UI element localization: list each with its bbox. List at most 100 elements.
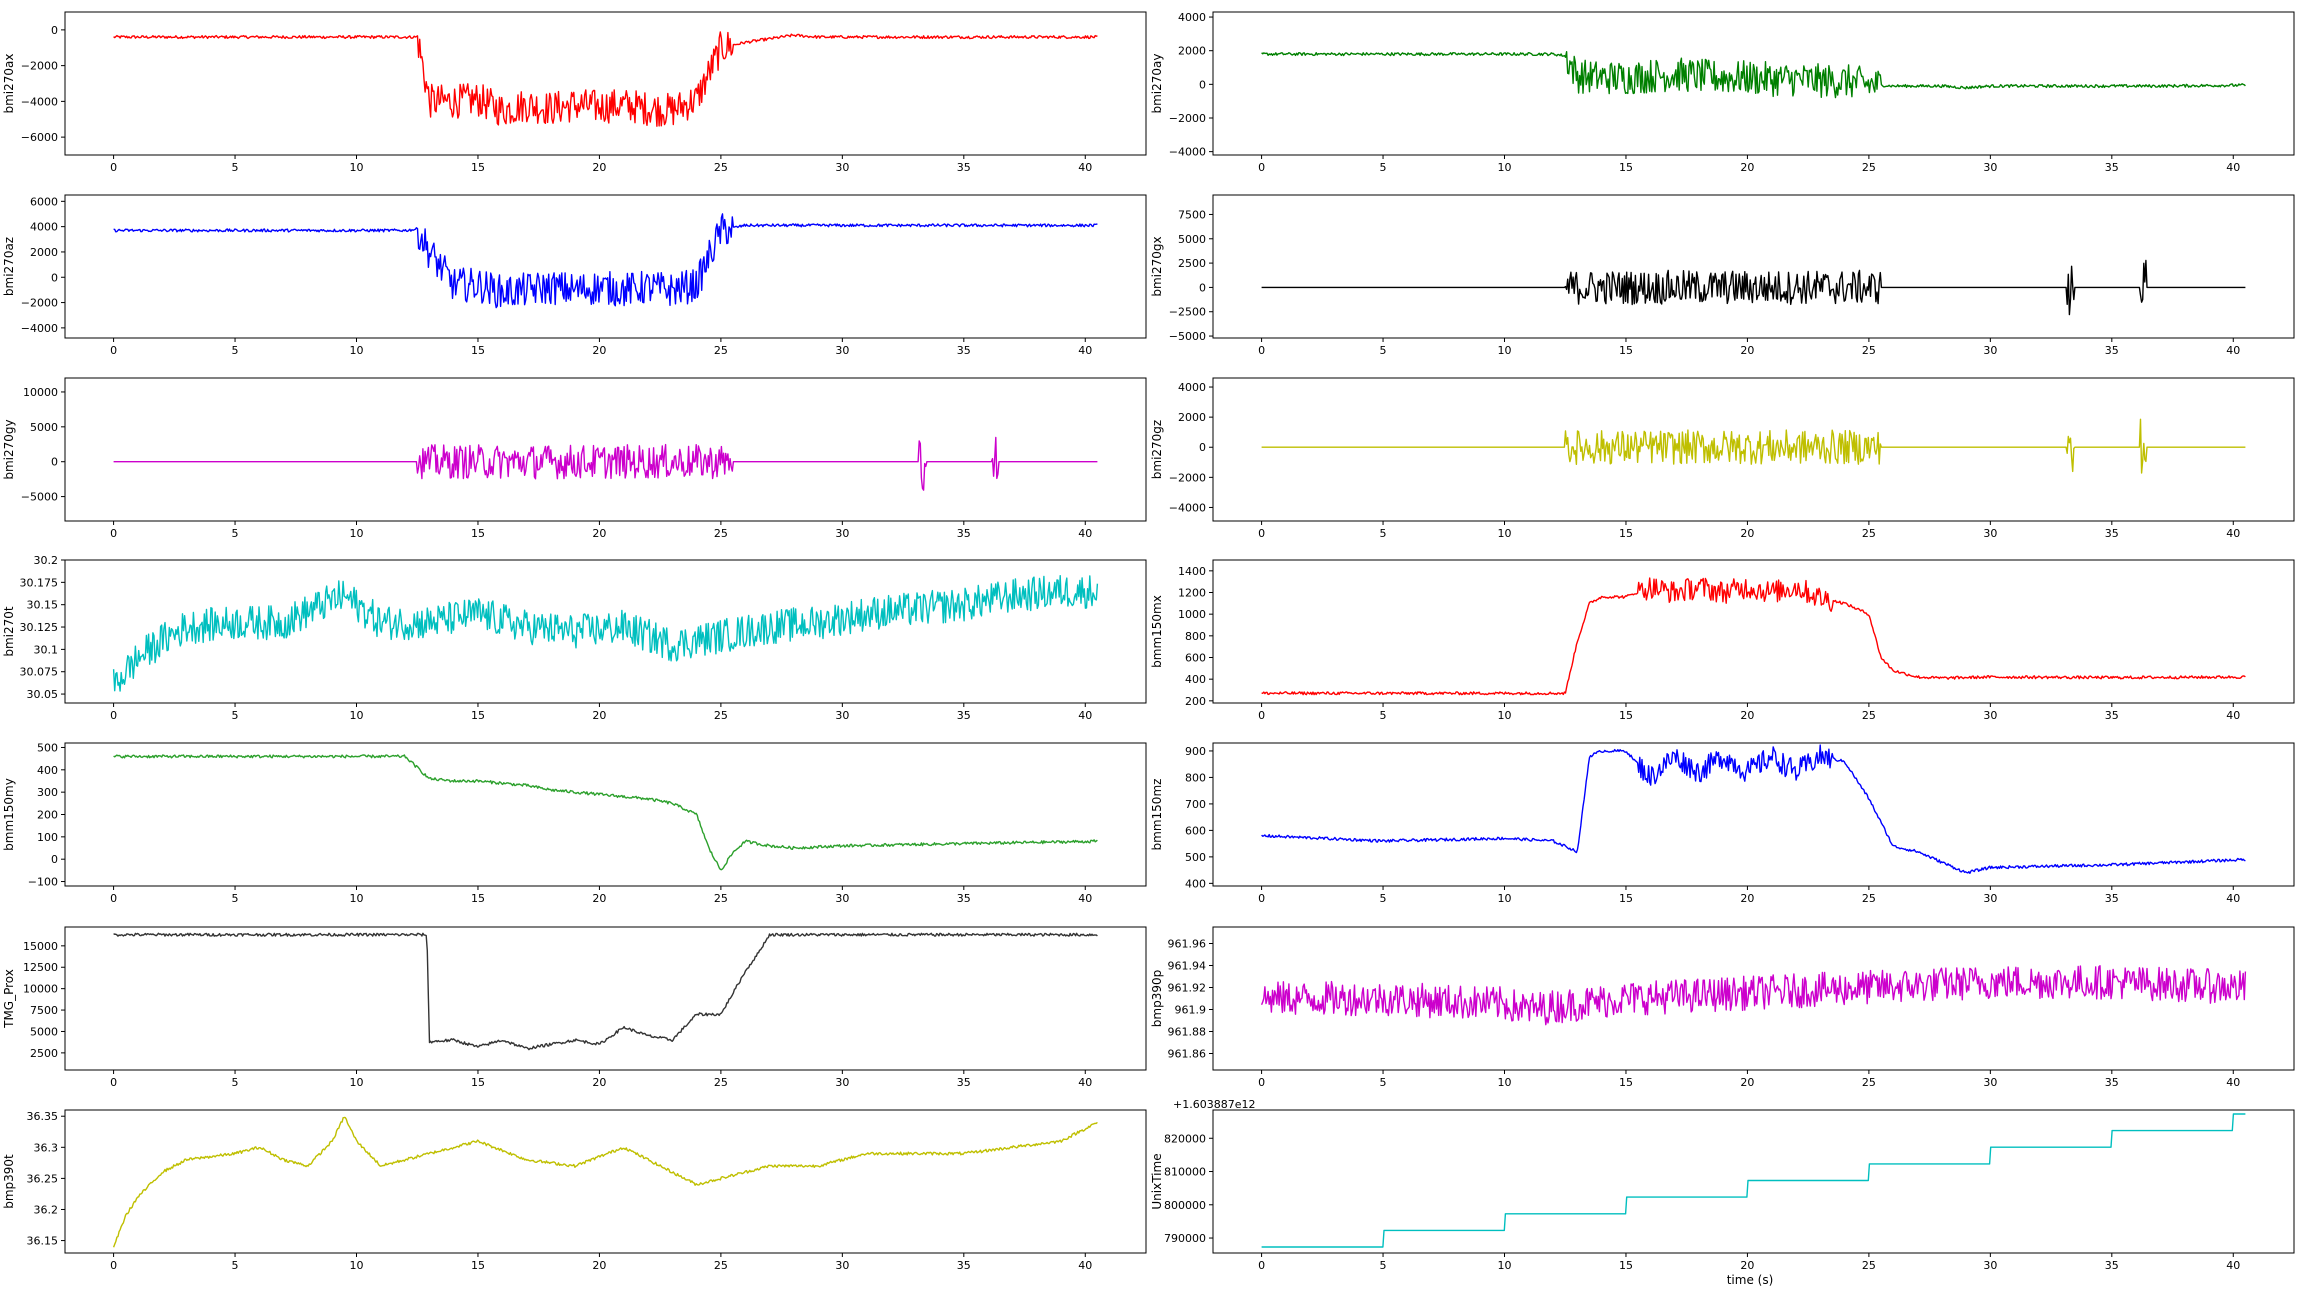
x-tick-label: 20 — [592, 344, 606, 357]
subplot-bmi270gx: 0 5 10 15 20 25 30 35 40 −5000 −2500 0 2500 5000 7500 b… — [1150, 194, 2295, 357]
y-tick-label: −4000 — [21, 95, 58, 108]
x-tick-label: 5 — [232, 344, 239, 357]
y-tick-label: 200 — [1185, 695, 1206, 708]
x-tick-label: 25 — [714, 1076, 728, 1089]
subplot-bmp390t: 0 5 10 15 20 25 30 35 40 36.15 36.2 36.25 36.3 36.35 b… — [2, 1109, 1147, 1272]
x-tick-label: 15 — [1619, 1259, 1633, 1272]
x-tick-label: 15 — [1619, 1076, 1633, 1089]
x-tick-label: 30 — [835, 709, 849, 722]
x-tick-label: 15 — [1619, 709, 1633, 722]
y-tick-label: 0 — [1199, 78, 1206, 91]
y-tick-label: 600 — [1185, 652, 1206, 665]
y-tick-label: 300 — [37, 786, 58, 799]
x-tick-label: 5 — [232, 1076, 239, 1089]
y-tick-label: 0 — [1199, 281, 1206, 294]
y-tick-label: 400 — [1185, 673, 1206, 686]
x-tick-label: 25 — [714, 161, 728, 174]
x-tick-label: 20 — [592, 161, 606, 174]
series-line-bmi270ax — [113, 31, 1098, 127]
subplot-bmi270gy: 0 5 10 15 20 25 30 35 40 −5000 0 5000 10000 bmi270gy — [2, 377, 1147, 540]
x-tick-label: 0 — [1258, 1076, 1265, 1089]
y-tick-label: −4000 — [21, 322, 58, 335]
x-tick-label: 10 — [1498, 161, 1512, 174]
x-tick-label: 40 — [1078, 344, 1092, 357]
y-tick-label: −4000 — [1169, 501, 1206, 514]
y-tick-label: 12500 — [23, 961, 58, 974]
y-tick-label: 400 — [1185, 877, 1206, 890]
x-tick-label: 10 — [350, 1076, 364, 1089]
x-tick-label: 10 — [350, 709, 364, 722]
x-tick-label: 5 — [232, 161, 239, 174]
y-tick-label: 2000 — [1178, 45, 1206, 58]
y-tick-label: 6000 — [30, 195, 58, 208]
subplot-bmi270az: 0 5 10 15 20 25 30 35 40 −4000 −2000 0 2000 4000 6000 b… — [2, 194, 1147, 357]
series-line-bmi270t — [112, 575, 1099, 692]
x-tick-label: 35 — [957, 709, 971, 722]
y-tick-label: 36.2 — [34, 1203, 59, 1216]
y-tick-label: 5000 — [1178, 233, 1206, 246]
x-tick-label: 30 — [835, 527, 849, 540]
x-tick-label: 0 — [110, 892, 117, 905]
y-tick-label: 30.15 — [27, 599, 59, 612]
x-tick-label: 0 — [1258, 344, 1265, 357]
x-tick-label: 25 — [714, 892, 728, 905]
x-tick-label: 25 — [714, 709, 728, 722]
y-tick-label: 36.15 — [27, 1235, 59, 1248]
y-tick-label: 30.2 — [34, 554, 59, 567]
x-tick-label: 15 — [471, 1076, 485, 1089]
x-tick-label: 10 — [1498, 709, 1512, 722]
x-tick-label: 25 — [1862, 1076, 1876, 1089]
subplot-bmm150mz: 0 5 10 15 20 25 30 35 40 400 500 600 700 800 900 bmm150… — [1150, 742, 2295, 905]
plot-frame — [64, 11, 1147, 156]
plot-frame — [64, 377, 1147, 522]
x-tick-label: 10 — [350, 892, 364, 905]
x-tick-label: 30 — [1983, 161, 1997, 174]
x-tick-label: 0 — [1258, 892, 1265, 905]
x-tick-label: 25 — [1862, 1259, 1876, 1272]
subplot-TMG_Prox: 0 5 10 15 20 25 30 35 40 2500 5000 7500 10000 12500 15… — [2, 926, 1147, 1089]
y-axis-label: bmi270gx — [1150, 236, 1164, 296]
x-tick-label: 35 — [2105, 892, 2119, 905]
y-tick-label: 4000 — [1178, 11, 1206, 24]
y-tick-label: 800 — [1185, 771, 1206, 784]
x-tick-label: 20 — [1740, 709, 1754, 722]
subplot-bmm150mx: 0 5 10 15 20 25 30 35 40 200 400 600 800 1000 1200 1400… — [1150, 559, 2295, 722]
y-axis-label: bmp390p — [1150, 970, 1164, 1027]
x-tick-label: 25 — [714, 344, 728, 357]
x-tick-label: 15 — [1619, 892, 1633, 905]
x-tick-label: 5 — [1380, 709, 1387, 722]
series-line-bmm150mz — [1261, 744, 2246, 874]
y-axis-label: bmi270gz — [1150, 420, 1164, 479]
x-tick-label: 25 — [1862, 527, 1876, 540]
y-axis-offset-label: +1.603887e12 — [1173, 1098, 1255, 1111]
y-axis-label: bmi270ay — [1150, 54, 1164, 114]
x-tick-label: 15 — [471, 161, 485, 174]
y-tick-label: 961.94 — [1168, 960, 1207, 973]
series-line-bmi270ay — [1261, 51, 2246, 99]
y-tick-label: 30.05 — [27, 688, 59, 701]
x-tick-label: 25 — [1862, 344, 1876, 357]
y-tick-label: −4000 — [1169, 146, 1206, 159]
x-tick-label: 40 — [2226, 709, 2240, 722]
x-tick-label: 10 — [350, 527, 364, 540]
x-tick-label: 35 — [957, 892, 971, 905]
x-tick-label: 40 — [2226, 1076, 2240, 1089]
x-tick-label: 5 — [1380, 1259, 1387, 1272]
x-tick-label: 15 — [1619, 161, 1633, 174]
x-tick-label: 25 — [1862, 892, 1876, 905]
y-tick-label: 10000 — [23, 386, 58, 399]
series-line-bmp390t — [112, 1116, 1098, 1248]
x-tick-label: 5 — [1380, 161, 1387, 174]
y-tick-label: −2500 — [1169, 306, 1206, 319]
x-tick-label: 35 — [2105, 161, 2119, 174]
y-tick-label: 15000 — [23, 940, 58, 953]
y-tick-label: 800 — [1185, 630, 1206, 643]
y-tick-label: 900 — [1185, 745, 1206, 758]
x-tick-label: 20 — [592, 527, 606, 540]
y-tick-label: −5000 — [21, 491, 58, 504]
y-tick-label: 600 — [1185, 824, 1206, 837]
x-tick-label: 20 — [592, 1076, 606, 1089]
x-tick-label: 35 — [2105, 709, 2119, 722]
x-axis-label: time (s) — [1727, 1273, 1774, 1287]
